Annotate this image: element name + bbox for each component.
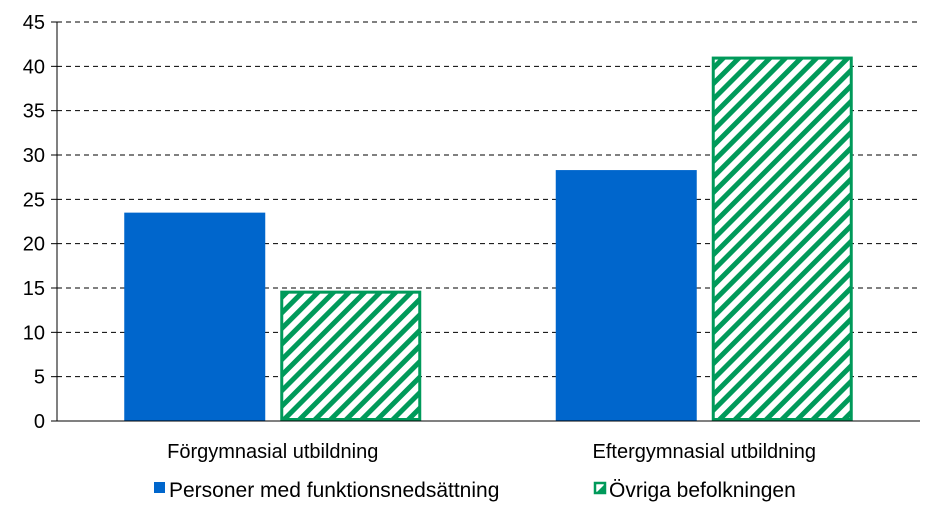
x-category-label: Eftergymnasial utbildning xyxy=(593,441,816,463)
y-tick-label: 25 xyxy=(23,189,45,211)
y-tick-label: 15 xyxy=(23,278,45,300)
legend-label: Personer med funktionsnedsättning xyxy=(169,479,499,502)
y-tick-label: 40 xyxy=(23,56,45,78)
legend-swatch xyxy=(593,481,607,495)
x-category-label: Förgymnasial utbildning xyxy=(167,441,378,463)
bars xyxy=(124,56,853,422)
legend-item[interactable]: Övriga befolkningen xyxy=(593,479,796,502)
y-tick-label: 45 xyxy=(23,12,45,34)
category-labels: Förgymnasial utbildning Eftergymnasial ut… xyxy=(167,441,816,463)
y-axis-ticks: 0 5 10 15 20 25 30 35 40 45 xyxy=(23,12,58,433)
y-tick-label: 30 xyxy=(23,145,45,167)
bar-personer-med-funktionsnedsattning xyxy=(555,170,697,421)
y-tick-label: 5 xyxy=(34,367,45,389)
y-tick-label: 35 xyxy=(23,101,45,123)
y-tick-label: 10 xyxy=(23,322,45,344)
bar-ovriga-befolkningen xyxy=(280,290,422,421)
legend[interactable]: Personer med funktionsnedsättning Övriga … xyxy=(154,479,796,502)
legend-item[interactable]: Personer med funktionsnedsättning xyxy=(154,479,499,502)
y-tick-label: 0 xyxy=(34,411,45,433)
bar-personer-med-funktionsnedsattning xyxy=(124,212,266,421)
y-tick-label: 20 xyxy=(23,234,45,256)
legend-label: Övriga befolkningen xyxy=(609,479,796,502)
bar-ovriga-befolkningen xyxy=(711,56,853,422)
legend-swatch xyxy=(154,482,165,493)
